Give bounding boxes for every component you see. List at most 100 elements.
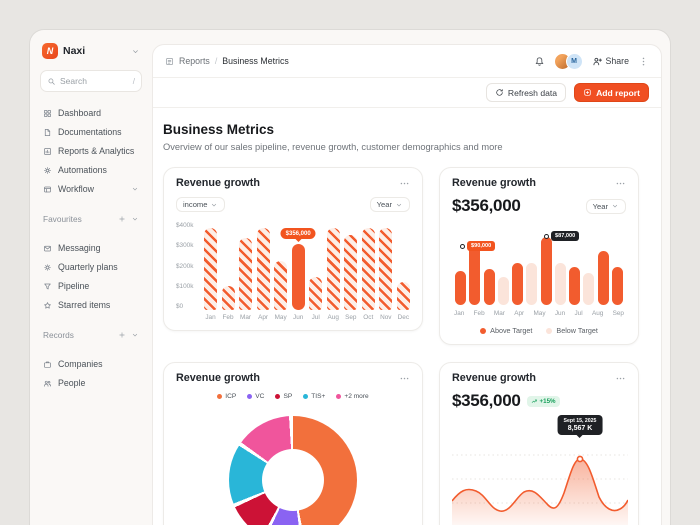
- x-tick: Dec: [397, 314, 410, 321]
- metric-filter-dropdown[interactable]: income: [176, 197, 226, 212]
- target-bar-3-above[interactable]: [483, 269, 495, 305]
- target-bar-8-below[interactable]: [554, 263, 566, 305]
- tooltip-value: 8,567 K: [567, 425, 593, 432]
- kebab-vertical-icon[interactable]: [638, 56, 649, 67]
- target-bar-1-above[interactable]: [455, 271, 466, 305]
- legend-item-tis: TIS+: [303, 393, 325, 400]
- topbar-actions: M Share: [534, 52, 649, 70]
- refresh-data-label: Refresh data: [507, 87, 558, 98]
- bar-sep[interactable]: [344, 235, 358, 310]
- refresh-data-button[interactable]: Refresh data: [485, 83, 567, 102]
- area-chart[interactable]: Sept 15, 2025 8,567 K: [451, 415, 629, 525]
- search-placeholder: Search: [60, 76, 87, 86]
- bar-apr[interactable]: [256, 228, 270, 310]
- avatar-stack[interactable]: M: [553, 52, 583, 70]
- tag-value: $87,000: [551, 231, 580, 241]
- bar-jun[interactable]: $356,000: [280, 228, 316, 310]
- bar-jul[interactable]: [309, 277, 323, 310]
- sidebar-item-companies[interactable]: Companies: [40, 355, 142, 373]
- sidebar-item-label: Reports & Analytics: [58, 146, 135, 156]
- x-tick: Sep: [612, 310, 624, 317]
- bar-feb[interactable]: [221, 286, 235, 310]
- add-report-button[interactable]: Add report: [574, 83, 649, 102]
- legend-item-vc: VC: [247, 393, 264, 400]
- automations-icon: [43, 166, 52, 175]
- tag-value: $90,000: [467, 241, 496, 251]
- search-input[interactable]: Search /: [40, 70, 142, 92]
- sidebar-item-label: Companies: [58, 359, 103, 369]
- x-axis-labels: Jan Feb Mar Apr May Jun Jul Aug Sep: [452, 310, 626, 317]
- chevron-down-icon[interactable]: [131, 215, 139, 223]
- y-tick: $400k: [176, 222, 194, 229]
- bar-aug[interactable]: [326, 228, 340, 310]
- target-bar-4-below[interactable]: [497, 277, 509, 305]
- x-tick: Apr: [514, 310, 525, 317]
- bar-oct[interactable]: [361, 228, 375, 310]
- target-bar-2-above[interactable]: [469, 245, 481, 305]
- period-filter-dropdown[interactable]: Year: [369, 197, 410, 212]
- x-tick: Feb: [473, 310, 485, 317]
- sidebar-nav: Dashboard Documentations Reports & Analyti…: [40, 104, 142, 198]
- sidebar-item-people[interactable]: People: [40, 374, 142, 392]
- sidebar-item-automations[interactable]: Automations: [40, 161, 142, 179]
- sidebar-item-label: Dashboard: [58, 108, 102, 118]
- card-revenue-growth-trend: Revenue growth $356,000 +15% Sept 15, 20…: [439, 362, 639, 525]
- sidebar-item-starred-items[interactable]: Starred items: [40, 296, 142, 314]
- kebab-horizontal-icon[interactable]: [399, 178, 410, 189]
- workflow-icon: [43, 185, 52, 194]
- sidebar-item-dashboard[interactable]: Dashboard: [40, 104, 142, 122]
- y-tick: $100k: [176, 282, 194, 290]
- total-value: $356,000: [452, 391, 521, 410]
- bar-may[interactable]: [274, 261, 288, 310]
- chevron-down-icon[interactable]: [131, 331, 139, 339]
- section-items: Messaging Quarterly plans Pipeline Starred …: [40, 239, 142, 314]
- page-subtitle: Overview of our sales pipeline, revenue …: [163, 142, 503, 152]
- target-bar-plot: $90,000 $87,000: [452, 231, 626, 305]
- bell-icon[interactable]: [534, 56, 545, 67]
- toolbar: Refresh data Add report: [153, 78, 661, 108]
- share-person-icon: [592, 56, 603, 67]
- kebab-horizontal-icon[interactable]: [399, 373, 410, 384]
- chevron-down-icon: [395, 201, 403, 209]
- bar-mar[interactable]: [239, 238, 253, 310]
- target-bar-9-above[interactable]: [569, 267, 581, 305]
- bar-jan[interactable]: [204, 228, 217, 310]
- period-filter-dropdown[interactable]: Year: [585, 198, 626, 214]
- target-bar-7-above[interactable]: [540, 237, 552, 305]
- target-bar-10-below[interactable]: [583, 273, 595, 305]
- sidebar-item-quarterly-plans[interactable]: Quarterly plans: [40, 258, 142, 276]
- sidebar-item-documentations[interactable]: Documentations: [40, 123, 142, 141]
- sidebar: N Naxi Search / Dashboard Documentations R…: [30, 30, 152, 525]
- workspace-switcher[interactable]: N Naxi: [40, 43, 142, 59]
- avatar-initial: M: [565, 52, 583, 70]
- plus-icon[interactable]: [118, 331, 126, 339]
- legend-dot: [303, 394, 309, 399]
- target-bar-6-below[interactable]: [526, 263, 538, 305]
- donut-chart[interactable]: [229, 416, 357, 525]
- card-revenue-growth-bars: Revenue growth income Year: [163, 167, 423, 331]
- kebab-horizontal-icon[interactable]: [615, 178, 626, 189]
- legend-dot: [480, 327, 487, 334]
- page-title: Business Metrics: [163, 122, 275, 137]
- card-title: Revenue growth: [176, 372, 260, 384]
- sidebar-item-messaging[interactable]: Messaging: [40, 239, 142, 257]
- legend-item-below-target: Below Target: [546, 326, 598, 335]
- target-bar-5-above[interactable]: [512, 263, 524, 305]
- plus-icon[interactable]: [118, 215, 126, 223]
- sidebar-item-pipeline[interactable]: Pipeline: [40, 277, 142, 295]
- chart-tooltip: Sept 15, 2025 8,567 K: [557, 415, 603, 435]
- sidebar-item-label: Pipeline: [58, 281, 90, 291]
- breadcrumb-section[interactable]: Reports: [179, 56, 210, 66]
- card-title: Revenue growth: [176, 177, 260, 189]
- quarterly-plans-icon: [43, 263, 52, 272]
- sidebar-item-workflow[interactable]: Workflow: [40, 180, 142, 198]
- share-button[interactable]: Share: [592, 56, 629, 67]
- target-bar-11-above[interactable]: [597, 251, 609, 305]
- kebab-horizontal-icon[interactable]: [615, 373, 626, 384]
- bar-dec[interactable]: [396, 282, 410, 310]
- section-actions: [118, 331, 139, 339]
- sidebar-item-reports-analytics[interactable]: Reports & Analytics: [40, 142, 142, 160]
- bar-nov[interactable]: [379, 228, 393, 310]
- target-bar-12-above[interactable]: [611, 267, 623, 305]
- x-tick: Oct: [363, 314, 374, 321]
